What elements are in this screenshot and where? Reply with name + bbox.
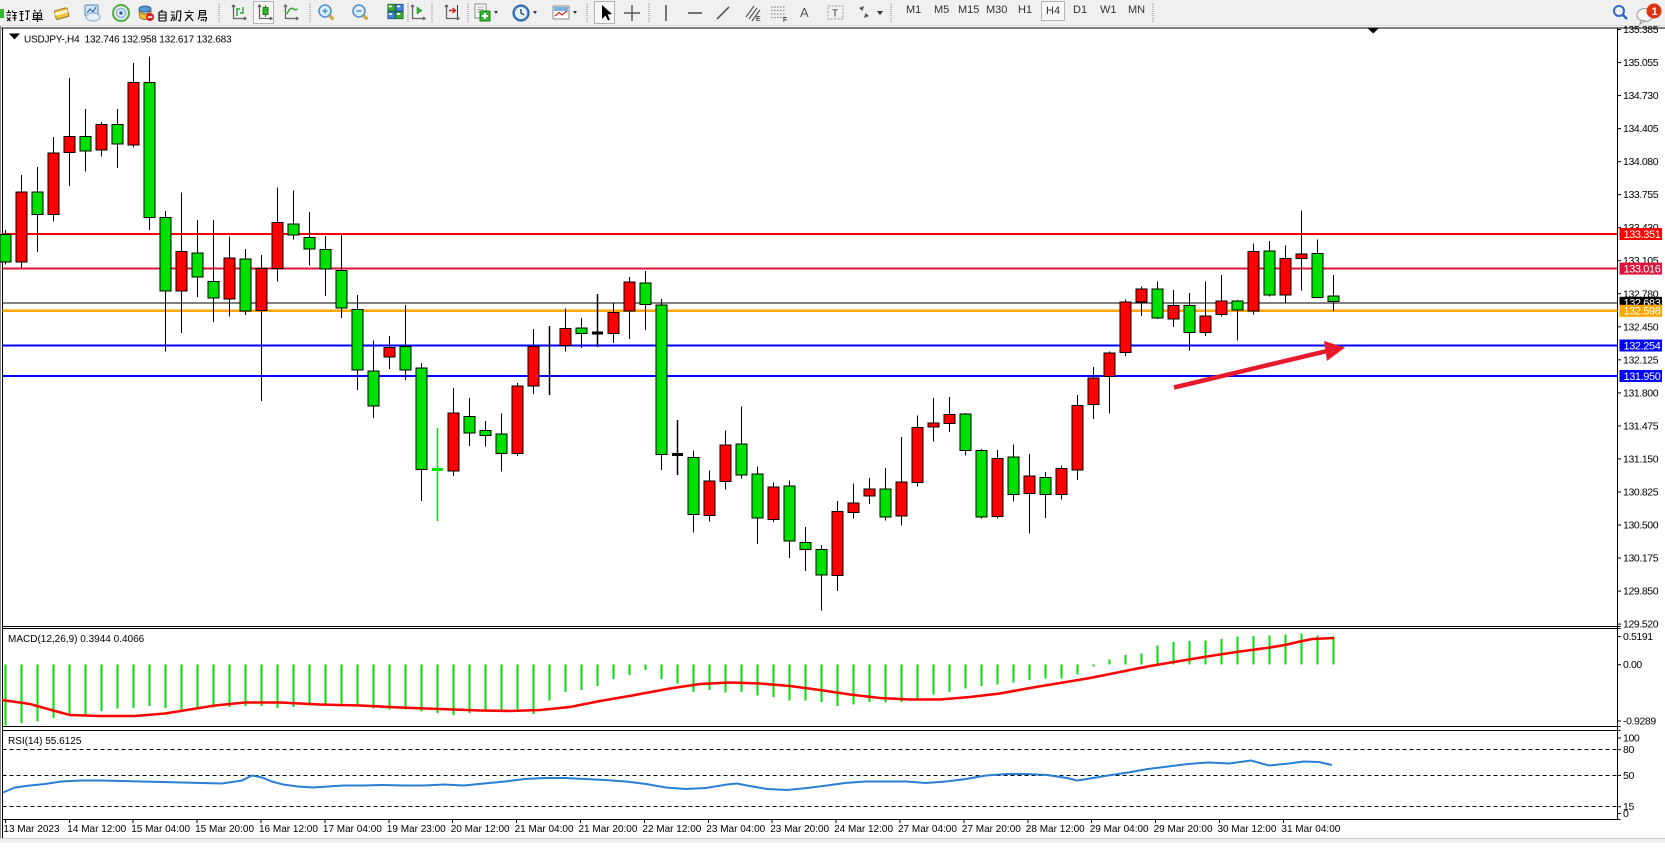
svg-text:132.254: 132.254 bbox=[1624, 340, 1661, 352]
svg-text:134.730: 134.730 bbox=[1623, 90, 1659, 102]
svg-text:-0.9289: -0.9289 bbox=[1623, 716, 1656, 728]
svg-text:14 Mar 12:00: 14 Mar 12:00 bbox=[67, 824, 126, 835]
svg-text:29 Mar 20:00: 29 Mar 20:00 bbox=[1154, 824, 1213, 835]
svg-text:24 Mar 12:00: 24 Mar 12:00 bbox=[834, 824, 893, 835]
svg-text:23 Mar 04:00: 23 Mar 04:00 bbox=[706, 824, 765, 835]
svg-text:134.405: 134.405 bbox=[1623, 123, 1659, 135]
svg-text:130.825: 130.825 bbox=[1623, 486, 1659, 498]
svg-text:132.598: 132.598 bbox=[1624, 306, 1661, 318]
svg-text:E: E bbox=[756, 16, 761, 23]
svg-text:20 Mar 12:00: 20 Mar 12:00 bbox=[451, 824, 510, 835]
svg-text:131.150: 131.150 bbox=[1623, 453, 1659, 465]
svg-text:1: 1 bbox=[1652, 6, 1658, 18]
svg-text:USDJPY-,H4 132.746 132.958 13: USDJPY-,H4 132.746 132.958 132.617 132.6… bbox=[24, 35, 232, 46]
svg-text:129.850: 129.850 bbox=[1623, 586, 1659, 598]
svg-text:0.5191: 0.5191 bbox=[1623, 631, 1653, 643]
svg-text:16 Mar 12:00: 16 Mar 12:00 bbox=[259, 824, 318, 835]
svg-text:23 Mar 20:00: 23 Mar 20:00 bbox=[770, 824, 829, 835]
svg-text:MACD(12,26,9) 0.3944 0.4066: MACD(12,26,9) 0.3944 0.4066 bbox=[8, 634, 145, 645]
svg-text:130.500: 130.500 bbox=[1623, 520, 1659, 532]
svg-text:130.175: 130.175 bbox=[1623, 553, 1659, 565]
svg-text:RSI(14) 55.6125: RSI(14) 55.6125 bbox=[8, 736, 82, 747]
svg-text:29 Mar 04:00: 29 Mar 04:00 bbox=[1090, 824, 1149, 835]
svg-text:30 Mar 12:00: 30 Mar 12:00 bbox=[1218, 824, 1277, 835]
svg-text:27 Mar 04:00: 27 Mar 04:00 bbox=[898, 824, 957, 835]
svg-text:15 Mar 04:00: 15 Mar 04:00 bbox=[131, 824, 190, 835]
svg-text:131.950: 131.950 bbox=[1624, 371, 1661, 383]
svg-text:22 Mar 12:00: 22 Mar 12:00 bbox=[642, 824, 701, 835]
svg-text:80: 80 bbox=[1623, 744, 1634, 756]
svg-text:100: 100 bbox=[1623, 733, 1640, 745]
svg-text:31 Mar 04:00: 31 Mar 04:00 bbox=[1281, 824, 1340, 835]
svg-text:131.800: 131.800 bbox=[1623, 387, 1659, 399]
svg-text:50: 50 bbox=[1623, 770, 1634, 782]
svg-text:132.450: 132.450 bbox=[1623, 321, 1659, 333]
svg-text:19 Mar 23:00: 19 Mar 23:00 bbox=[387, 824, 446, 835]
svg-text:28 Mar 12:00: 28 Mar 12:00 bbox=[1026, 824, 1085, 835]
svg-text:0.00: 0.00 bbox=[1623, 659, 1642, 671]
svg-text:13 Mar 2023: 13 Mar 2023 bbox=[3, 824, 60, 835]
svg-text:T: T bbox=[832, 9, 838, 20]
svg-text:21 Mar 04:00: 21 Mar 04:00 bbox=[515, 824, 574, 835]
svg-text:134.080: 134.080 bbox=[1623, 156, 1659, 168]
svg-text:15 Mar 20:00: 15 Mar 20:00 bbox=[195, 824, 254, 835]
svg-text:135.055: 135.055 bbox=[1623, 57, 1659, 69]
svg-text:133.755: 133.755 bbox=[1623, 189, 1659, 201]
svg-text:17 Mar 04:00: 17 Mar 04:00 bbox=[323, 824, 382, 835]
svg-text:15: 15 bbox=[1623, 801, 1634, 813]
svg-text:27 Mar 20:00: 27 Mar 20:00 bbox=[962, 824, 1021, 835]
svg-text:131.475: 131.475 bbox=[1623, 420, 1659, 432]
svg-text:133.351: 133.351 bbox=[1624, 229, 1661, 241]
svg-text:135.385: 135.385 bbox=[1623, 26, 1659, 36]
svg-text:F: F bbox=[783, 17, 787, 23]
svg-text:21 Mar 20:00: 21 Mar 20:00 bbox=[579, 824, 638, 835]
svg-text:133.016: 133.016 bbox=[1624, 264, 1661, 276]
svg-text:132.125: 132.125 bbox=[1623, 354, 1659, 366]
svg-text:129.520: 129.520 bbox=[1623, 619, 1659, 631]
svg-text:0: 0 bbox=[1623, 808, 1629, 820]
